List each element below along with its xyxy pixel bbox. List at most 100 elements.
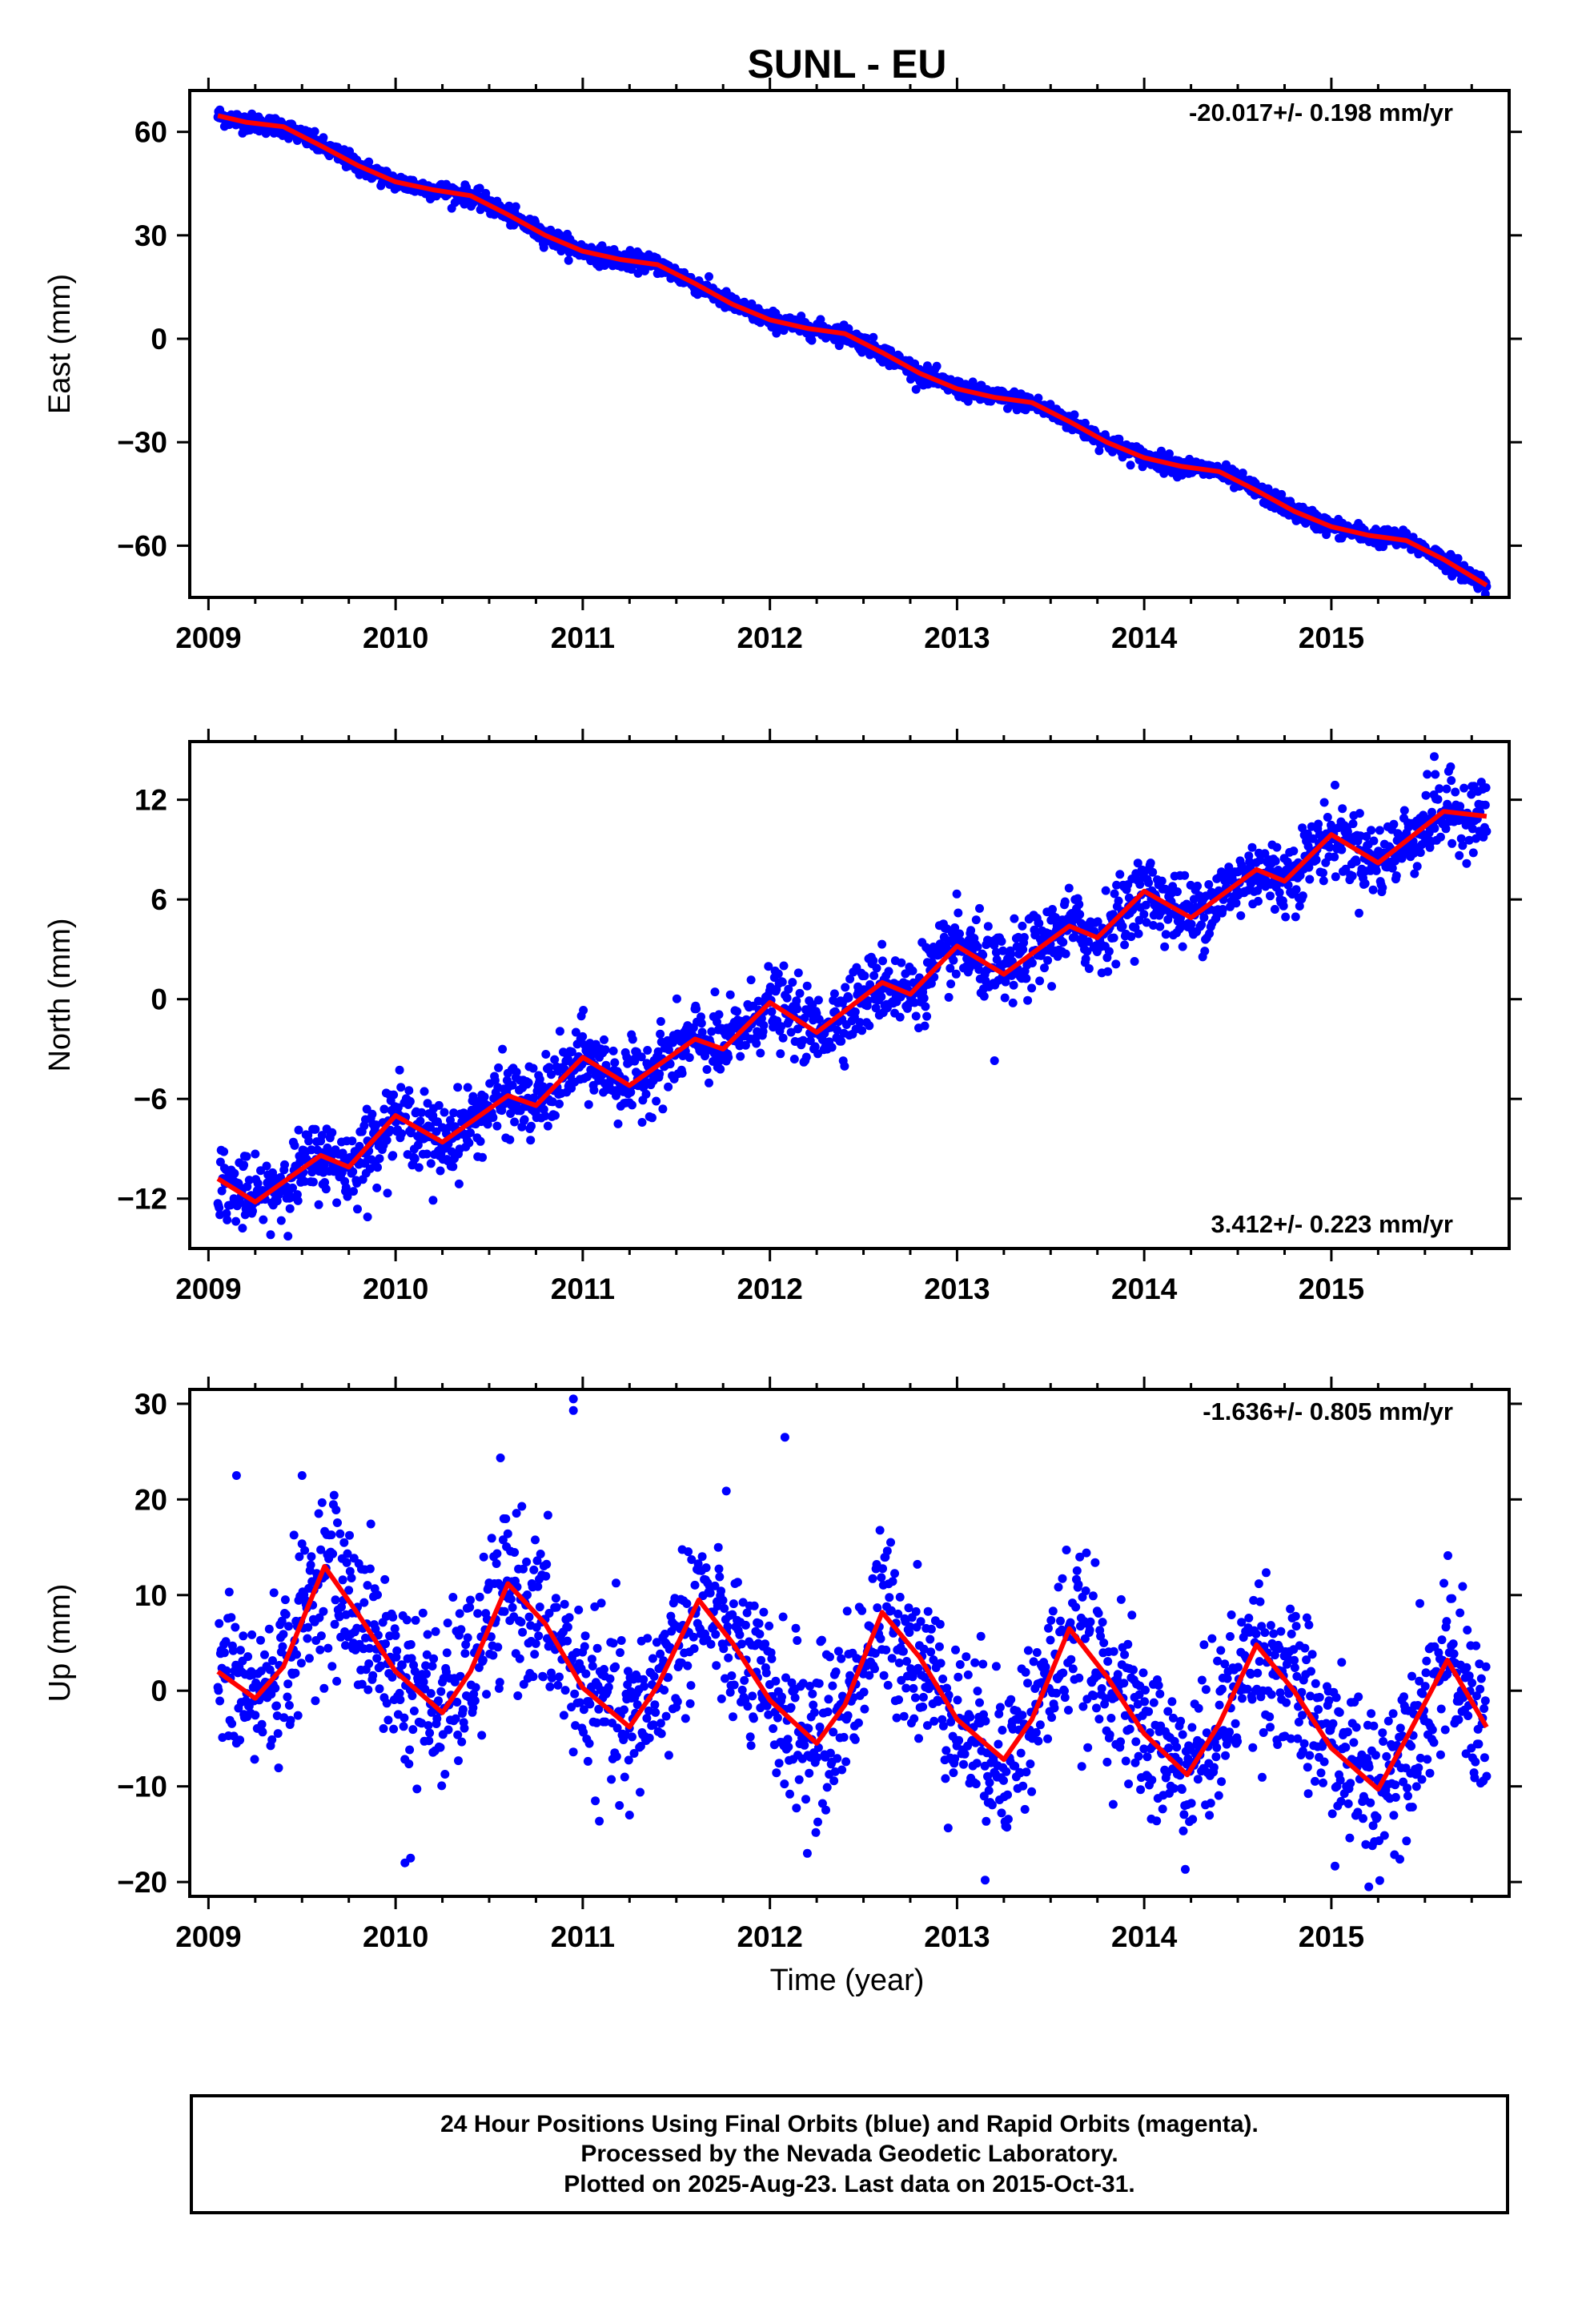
- data-point: [1130, 957, 1139, 966]
- data-point: [219, 1648, 229, 1658]
- data-point: [886, 1538, 895, 1547]
- data-point: [409, 1707, 419, 1715]
- data-point: [955, 929, 964, 939]
- data-point: [584, 1739, 594, 1748]
- data-point: [290, 1140, 299, 1150]
- x-tick-label: 2011: [551, 1273, 615, 1305]
- data-point: [1378, 883, 1387, 892]
- data-point: [242, 1152, 251, 1161]
- x-tick-label: 2009: [175, 621, 241, 654]
- data-point: [424, 1721, 433, 1731]
- y-tick-label: 60: [135, 116, 167, 149]
- data-point: [718, 1595, 728, 1605]
- data-point: [607, 1775, 616, 1784]
- data-point: [636, 1052, 646, 1062]
- data-point: [753, 996, 763, 1006]
- data-point: [530, 1650, 540, 1659]
- data-point: [1133, 858, 1142, 868]
- data-point: [1399, 806, 1409, 815]
- data-point: [463, 1633, 472, 1642]
- data-point: [608, 1046, 618, 1055]
- data-point: [983, 922, 993, 931]
- data-point: [932, 361, 942, 371]
- data-point: [1023, 995, 1033, 1005]
- data-point: [644, 1706, 653, 1715]
- data-point: [615, 1801, 624, 1810]
- data-point: [612, 1723, 622, 1733]
- data-point: [1281, 912, 1291, 922]
- data-point: [1247, 842, 1257, 852]
- data-point: [779, 961, 789, 971]
- data-point: [853, 1718, 863, 1727]
- data-point: [316, 1631, 326, 1641]
- data-point: [319, 1606, 328, 1616]
- data-point: [455, 1609, 464, 1618]
- data-point: [293, 1196, 303, 1205]
- data-point: [1082, 947, 1092, 956]
- data-point: [303, 1634, 312, 1643]
- x-tick-label: 2009: [175, 1273, 241, 1305]
- data-point: [453, 1083, 463, 1092]
- data-point: [673, 1697, 682, 1707]
- data-point: [410, 1667, 420, 1676]
- data-point: [590, 1602, 600, 1611]
- data-point: [528, 1672, 538, 1682]
- data-point: [789, 1055, 799, 1063]
- data-point: [385, 1125, 395, 1135]
- data-point: [393, 1103, 403, 1112]
- data-point: [451, 1714, 460, 1723]
- data-point: [596, 1598, 606, 1608]
- data-point: [1435, 832, 1445, 842]
- data-point: [791, 1623, 801, 1633]
- data-point: [1034, 919, 1044, 928]
- data-point: [536, 1550, 545, 1558]
- data-point: [735, 1630, 745, 1639]
- data-point: [813, 1817, 822, 1827]
- data-point: [1060, 897, 1070, 907]
- data-point: [1093, 917, 1102, 927]
- data-point: [311, 1696, 320, 1706]
- data-point: [1272, 842, 1282, 852]
- y-tick-label: 0: [151, 323, 167, 356]
- data-point: [841, 983, 850, 992]
- data-point: [648, 1720, 658, 1730]
- data-point: [1480, 800, 1490, 810]
- data-point: [620, 1730, 630, 1739]
- data-point: [595, 1816, 604, 1826]
- data-point: [1415, 848, 1425, 858]
- data-point: [253, 1179, 263, 1188]
- data-point: [238, 1224, 247, 1233]
- data-point: [650, 1700, 660, 1710]
- data-point: [1141, 900, 1150, 910]
- data-point: [1114, 896, 1123, 906]
- data-point: [1000, 993, 1010, 1003]
- data-point: [469, 1689, 479, 1699]
- data-point: [456, 1625, 466, 1634]
- data-point: [338, 1575, 347, 1585]
- data-point: [1387, 863, 1397, 873]
- data-point: [845, 975, 855, 983]
- data-point: [235, 1198, 245, 1208]
- data-point: [837, 1036, 846, 1046]
- data-point: [495, 1678, 504, 1687]
- data-point: [1305, 875, 1315, 884]
- data-point: [862, 333, 871, 343]
- data-point: [477, 1731, 487, 1740]
- data-point: [480, 1092, 489, 1102]
- data-point: [1008, 998, 1018, 1007]
- data-point: [801, 1052, 811, 1062]
- data-point: [1134, 929, 1143, 939]
- data-point: [825, 1652, 834, 1662]
- data-point: [368, 1671, 378, 1680]
- data-point: [219, 1147, 229, 1156]
- data-point: [785, 1789, 794, 1799]
- data-point: [749, 1714, 758, 1723]
- data-point: [1144, 878, 1154, 887]
- data-point: [510, 1117, 520, 1127]
- data-point: [875, 1526, 885, 1535]
- data-point: [310, 127, 319, 136]
- data-point: [363, 1685, 373, 1695]
- data-point: [526, 1136, 536, 1145]
- data-point: [1084, 964, 1094, 973]
- data-point: [755, 1630, 765, 1638]
